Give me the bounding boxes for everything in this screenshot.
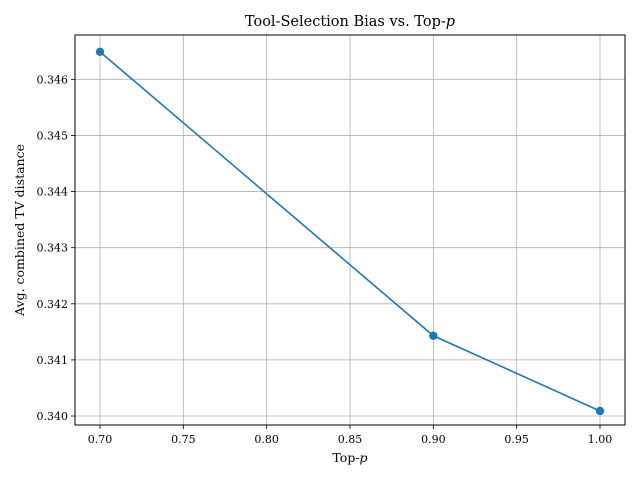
y-tick-label: 0.346 — [37, 73, 69, 86]
y-tick-label: 0.343 — [37, 242, 69, 255]
x-axis-label: Top-p — [332, 450, 367, 465]
data-point — [95, 47, 105, 57]
chart-title: Tool-Selection Bias vs. Top-p — [245, 14, 455, 30]
y-axis-ticks: 0.340 0.341 0.342 0.343 0.344 0.345 0.346 — [37, 73, 75, 423]
y-tick-label: 0.345 — [37, 129, 69, 142]
x-tick-label: 1.00 — [588, 433, 613, 446]
x-tick-label: 0.80 — [254, 433, 279, 446]
grid-lines — [75, 35, 625, 425]
x-tick-label: 0.75 — [171, 433, 196, 446]
x-tick-label: 0.85 — [338, 433, 363, 446]
x-tick-label: 0.95 — [504, 433, 529, 446]
data-point — [429, 331, 438, 340]
y-tick-label: 0.344 — [37, 186, 69, 199]
x-tick-label: 0.70 — [88, 433, 113, 446]
y-tick-label: 0.340 — [37, 410, 69, 423]
x-axis-ticks: 0.70 0.75 0.80 0.85 0.90 0.95 1.00 — [88, 425, 613, 446]
series-layer — [95, 47, 605, 416]
x-tick-label: 0.90 — [421, 433, 446, 446]
y-tick-label: 0.341 — [37, 354, 69, 367]
y-axis-label: Avg. combined TV distance — [12, 144, 27, 317]
data-point — [595, 406, 605, 416]
y-tick-label: 0.342 — [37, 298, 69, 311]
